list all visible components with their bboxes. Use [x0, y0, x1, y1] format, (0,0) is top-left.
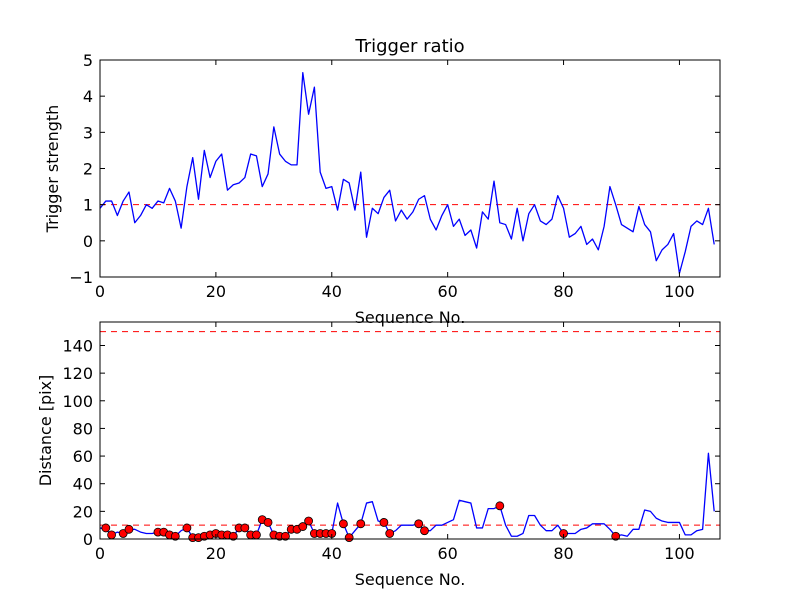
flagged-point: [107, 530, 116, 540]
y-tick-label: 40: [73, 475, 93, 494]
flagged-point: [611, 531, 621, 541]
flagged-point: [170, 531, 180, 541]
distance-plot: 0 20 40 60 80 100 0 20 40 60 80 100 120 140 Sequence…: [36, 321, 721, 589]
flagged-point: [304, 516, 313, 526]
flagged-point: [414, 519, 424, 529]
x-axis-label-bottom: Sequence No.: [355, 570, 466, 589]
x-tick-label: 80: [553, 282, 573, 301]
x-tick-label: 80: [553, 544, 573, 563]
flagged-point: [495, 501, 505, 511]
x-tick-label: 60: [437, 544, 457, 563]
x-tick-label: 20: [206, 282, 226, 301]
y-tick-label: 5: [83, 51, 93, 70]
x-tick-label: 40: [322, 544, 342, 563]
y-tick-label: 3: [83, 123, 93, 142]
y-tick-label: 4: [83, 87, 93, 106]
flagged-point: [228, 531, 238, 541]
y-tick-label: 80: [73, 419, 93, 438]
y-tick-label: 60: [73, 447, 93, 466]
y-tick-label: 120: [62, 364, 93, 383]
flagged-point: [379, 518, 389, 527]
flagged-point: [263, 518, 273, 527]
flagged-point: [281, 531, 290, 541]
trigger-strength-line: [99, 72, 715, 275]
y-tick-label: 2: [83, 160, 93, 179]
y-axis-label-top: Trigger strength: [43, 105, 62, 234]
y-tick-label: 0: [83, 530, 93, 549]
plot-frame-bottom: [99, 321, 721, 540]
y-tick-label: −1: [69, 268, 93, 287]
flagged-point: [344, 533, 354, 543]
flagged-point: [298, 522, 308, 531]
x-tick-label: 100: [664, 544, 695, 563]
x-tick-label: 100: [664, 282, 695, 301]
flagged-point: [124, 524, 134, 534]
x-tick-label: 40: [322, 282, 342, 301]
flagged-point: [240, 523, 250, 533]
chart-title: Trigger ratio: [354, 36, 464, 57]
x-tick-label: 60: [437, 282, 457, 301]
flagged-point: [385, 529, 395, 538]
y-tick-label: 1: [83, 196, 93, 215]
x-tick-label: 20: [206, 544, 226, 563]
flagged-point: [101, 523, 111, 533]
y-tick-label: 0: [83, 232, 93, 251]
flagged-point: [252, 530, 261, 540]
y-tick-label: 100: [62, 392, 93, 411]
x-axis-label-top: Sequence No.: [355, 308, 466, 327]
y-axis-label-bottom: Distance [pix]: [36, 375, 55, 487]
flagged-point: [420, 526, 429, 536]
flagged-point: [338, 519, 348, 529]
y-tick-label: 20: [73, 502, 93, 521]
x-tick-label: 0: [95, 282, 105, 301]
x-tick-label: 0: [95, 544, 105, 563]
y-tick-label: 140: [62, 336, 93, 355]
flagged-point: [356, 519, 366, 529]
flagged-point: [182, 523, 192, 533]
